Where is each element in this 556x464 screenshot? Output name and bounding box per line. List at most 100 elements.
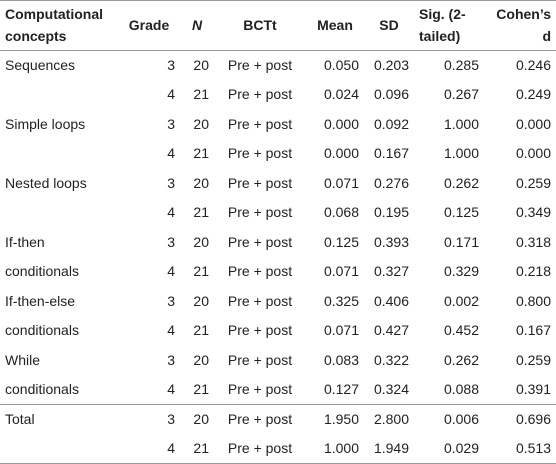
cell-grade: 4: [167, 145, 175, 162]
cell-cohens-d: 0.000: [515, 145, 551, 162]
cell-sig: 0.267: [443, 86, 479, 103]
cell-grade: 4: [167, 381, 175, 397]
cell-n: 21: [193, 204, 209, 221]
cell-sd: 0.327: [373, 263, 409, 280]
table-header-row: Computational concepts Grade N BCTt Mean…: [0, 0, 556, 51]
cell-mean: 1.950: [306, 403, 364, 434]
table-row: conditionals 4 21 Pre + post 0.071 0.327 0.329…: [0, 257, 556, 287]
cell-grade: 3: [167, 115, 175, 132]
cell-sig: 0.006: [414, 403, 484, 434]
cell-sd: 0.203: [373, 57, 409, 73]
cell-sd: 0.096: [373, 86, 409, 103]
cell-n: 21: [193, 86, 209, 103]
cell-bctt: Pre + post: [227, 233, 293, 250]
cell-n: 21: [193, 322, 209, 339]
cell-n: 20: [193, 174, 209, 191]
table-row: Total 3 20 Pre + post 1.950 2.800 0.006 0.696: [0, 403, 556, 434]
cell-cohens-d: 0.259: [515, 174, 551, 191]
cell-sig: 0.125: [443, 204, 479, 221]
table-row: Nested loops 3 20 Pre + post 0.071 0.276 0.262…: [0, 168, 556, 198]
cell-sd: 0.167: [373, 145, 409, 162]
cell-sd: 0.092: [373, 115, 409, 132]
cell-bctt: Pre + post: [227, 57, 293, 73]
cell-mean: 0.024: [323, 86, 359, 103]
cell-mean: 0.071: [323, 263, 359, 280]
cell-n: 21: [193, 263, 209, 280]
cell-sig: 0.171: [443, 233, 479, 250]
cell-bctt: Pre + post: [227, 381, 293, 397]
cell-sd: 1.949: [364, 433, 414, 464]
table-row: 4 21 Pre + post 0.024 0.096 0.267 0.249: [0, 80, 556, 110]
cell-sd: 0.276: [373, 174, 409, 191]
cell-mean: 0.083: [323, 351, 359, 368]
cell-sd: 0.427: [373, 322, 409, 339]
cell-concept: [0, 139, 118, 169]
table-body: Sequences 3 20 Pre + post 0.050 0.203 0.285 0.2…: [0, 50, 556, 464]
cell-n: 20: [193, 233, 209, 250]
cell-concept: conditionals: [5, 322, 79, 339]
cell-concept: Simple loops: [5, 115, 86, 132]
cell-bctt: Pre + post: [214, 403, 306, 434]
header-sig-2-tailed: Sig. (2-tailed): [414, 0, 484, 51]
cell-sd: 0.195: [373, 204, 409, 221]
cell-cohens-d: 0.167: [515, 322, 551, 339]
cell-concept: [0, 198, 118, 228]
cell-mean: 0.050: [323, 57, 359, 73]
cell-bctt: Pre + post: [227, 351, 293, 368]
cell-cohens-d: 0.800: [515, 292, 551, 309]
cell-grade: 3: [167, 292, 175, 309]
table-row: If-then 3 20 Pre + post 0.125 0.393 0.171 0.318: [0, 227, 556, 257]
cell-mean: 0.125: [323, 233, 359, 250]
cell-sig: 0.029: [414, 433, 484, 464]
cell-mean: 0.325: [323, 292, 359, 309]
table-row: conditionals 4 21 Pre + post 0.071 0.427 0.452…: [0, 316, 556, 346]
cell-sd: 0.406: [373, 292, 409, 309]
cell-n: 20: [193, 351, 209, 368]
table-row: Simple loops 3 20 Pre + post 0.000 0.092 1.000…: [0, 109, 556, 139]
cell-mean: 0.071: [323, 322, 359, 339]
cell-grade: 4: [167, 86, 175, 103]
cell-mean: 1.000: [306, 433, 364, 464]
header-grade: Grade: [118, 0, 180, 51]
cell-cohens-d: 0.349: [515, 204, 551, 221]
cell-bctt: Pre + post: [227, 204, 293, 221]
cell-mean: 0.127: [323, 381, 359, 397]
header-mean: Mean: [306, 0, 364, 51]
cell-bctt: Pre + post: [227, 115, 293, 132]
header-cohens-d: Cohen’s d: [484, 0, 556, 51]
cell-grade: 3: [167, 57, 175, 73]
cell-cohens-d: 0.391: [515, 381, 551, 397]
cell-cohens-d: 0.513: [484, 433, 556, 464]
cell-bctt: Pre + post: [214, 433, 306, 464]
header-computational-concepts: Computational concepts: [0, 0, 118, 51]
cell-mean: 0.000: [323, 145, 359, 162]
cell-mean: 0.071: [323, 174, 359, 191]
cell-concept: If-then-else: [5, 292, 76, 309]
cell-concept: Nested loops: [5, 174, 87, 191]
cell-n: 20: [193, 57, 209, 73]
cell-sd: 0.393: [373, 233, 409, 250]
table-row: Sequences 3 20 Pre + post 0.050 0.203 0.285 0.2…: [0, 50, 556, 80]
cell-bctt: Pre + post: [227, 145, 293, 162]
cell-concept: If-then: [5, 233, 45, 250]
cell-sig: 1.000: [443, 115, 479, 132]
table-row: 4 21 Pre + post 0.000 0.167 1.000 0.000: [0, 139, 556, 169]
cell-grade: 4: [118, 433, 180, 464]
table-row: 4 21 Pre + post 1.000 1.949 0.029 0.513: [0, 433, 556, 464]
cell-concept: Sequences: [5, 57, 76, 73]
cell-sig: 1.000: [443, 145, 479, 162]
cell-grade: 3: [167, 351, 175, 368]
cell-grade: 4: [167, 322, 175, 339]
cell-n: 21: [193, 145, 209, 162]
cell-concept: conditionals: [5, 263, 79, 280]
cell-bctt: Pre + post: [227, 86, 293, 103]
cell-cohens-d: 0.259: [515, 351, 551, 368]
cell-sd: 0.322: [373, 351, 409, 368]
cell-cohens-d: 0.249: [515, 86, 551, 103]
cell-sd: 0.324: [373, 381, 409, 397]
cell-cohens-d: 0.318: [515, 233, 551, 250]
cell-bctt: Pre + post: [227, 292, 293, 309]
cell-sd: 2.800: [364, 403, 414, 434]
cell-n: 20: [180, 403, 214, 434]
cell-n: 20: [193, 292, 209, 309]
